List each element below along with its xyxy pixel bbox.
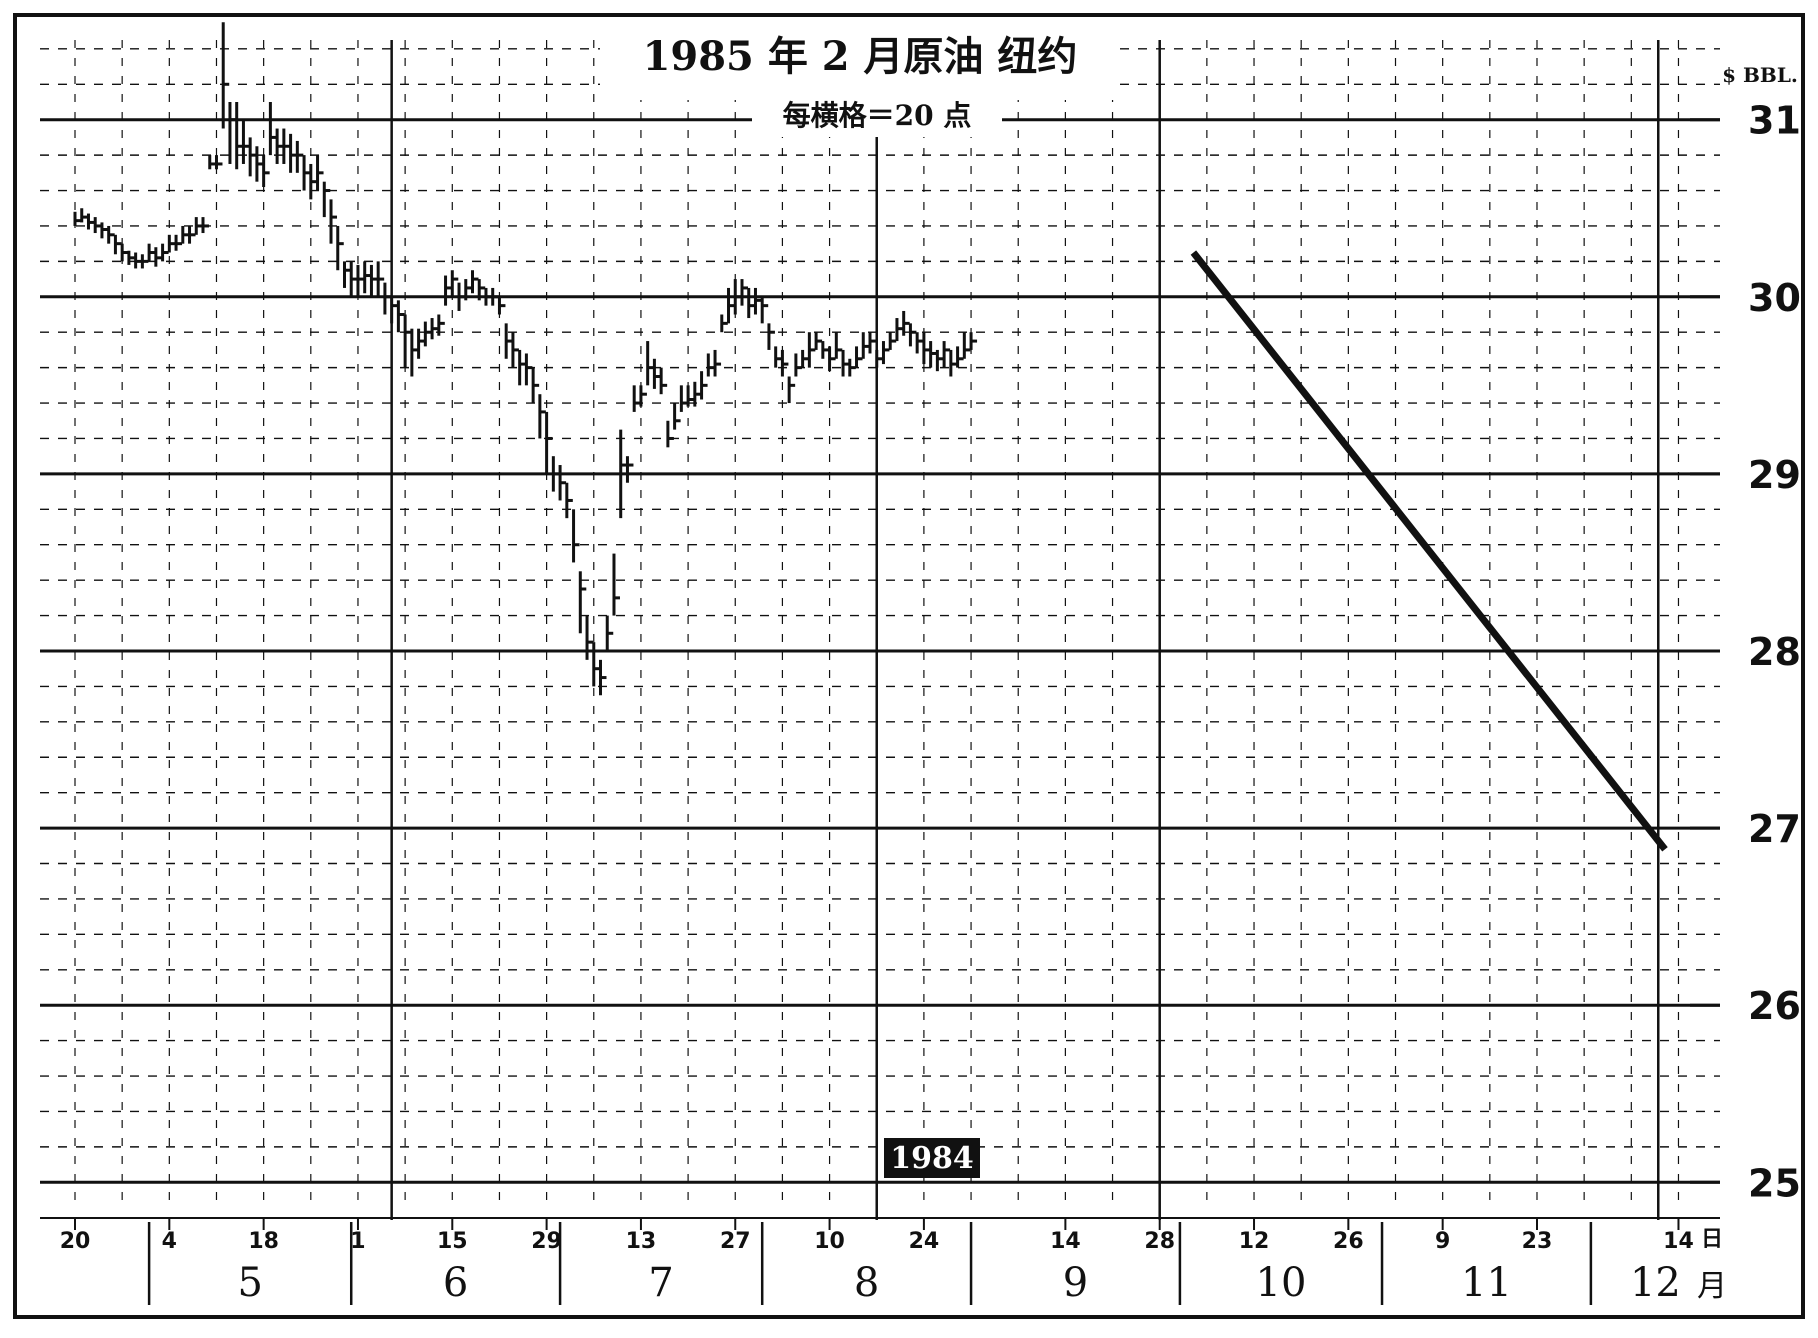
subtitle-backdrop — [752, 97, 1002, 137]
x-tick-label: 28 — [1144, 1229, 1175, 1254]
month-label: 11 — [1461, 1260, 1512, 1306]
year-label: 1984 — [890, 1141, 974, 1176]
x-tick-label: 23 — [1522, 1229, 1553, 1254]
x-tick-label: 29 — [531, 1229, 562, 1254]
chart-subtitle: 每横格＝20 点 — [783, 99, 972, 132]
x-tick-label: 20 — [60, 1229, 91, 1254]
month-suffix-label: 月 — [1697, 1269, 1727, 1304]
y-tick-label: 29 — [1748, 453, 1801, 497]
y-tick-label: 30 — [1748, 276, 1801, 320]
unit-label: $ BBL. — [1722, 63, 1798, 87]
x-tick-label: 24 — [909, 1229, 940, 1254]
month-label: 5 — [237, 1260, 262, 1306]
day-suffix-label: 日 — [1701, 1227, 1723, 1252]
chart-frame — [13, 13, 1805, 1319]
x-tick-label: 9 — [1435, 1229, 1450, 1254]
x-tick-label: 14 — [1050, 1229, 1081, 1254]
month-label: 12 — [1630, 1260, 1681, 1306]
x-tick-label: 18 — [248, 1229, 279, 1254]
x-tick-label: 1 — [350, 1229, 365, 1254]
chart-title: 1985 年 2 月原油 纽约 — [643, 33, 1078, 80]
month-label: 6 — [443, 1260, 468, 1306]
x-tick-label: 15 — [437, 1229, 468, 1254]
x-tick-label: 10 — [814, 1229, 845, 1254]
chart-grid — [40, 40, 1720, 1220]
resistance-trendline — [1190, 250, 1668, 852]
x-tick-label: 4 — [162, 1229, 177, 1254]
year-label-box — [884, 1138, 980, 1178]
y-tick-label: 26 — [1748, 984, 1801, 1028]
month-label: 9 — [1063, 1260, 1088, 1306]
x-tick-label: 12 — [1239, 1229, 1270, 1254]
y-tick-label: 25 — [1748, 1161, 1801, 1205]
x-tick-label: 26 — [1333, 1229, 1364, 1254]
x-tick-label: 14 — [1663, 1229, 1694, 1254]
month-label: 10 — [1256, 1260, 1307, 1306]
month-label: 7 — [648, 1260, 673, 1306]
x-tick-label: 13 — [626, 1229, 657, 1254]
price-bars — [73, 22, 978, 696]
month-label: 8 — [854, 1260, 879, 1306]
x-tick-label: 27 — [720, 1229, 751, 1254]
y-tick-label: 31 — [1748, 99, 1801, 143]
y-tick-label: 28 — [1748, 630, 1801, 674]
trendline-layer — [1190, 250, 1668, 852]
y-tick-label: 27 — [1748, 807, 1801, 851]
title-backdrop — [600, 28, 1120, 100]
